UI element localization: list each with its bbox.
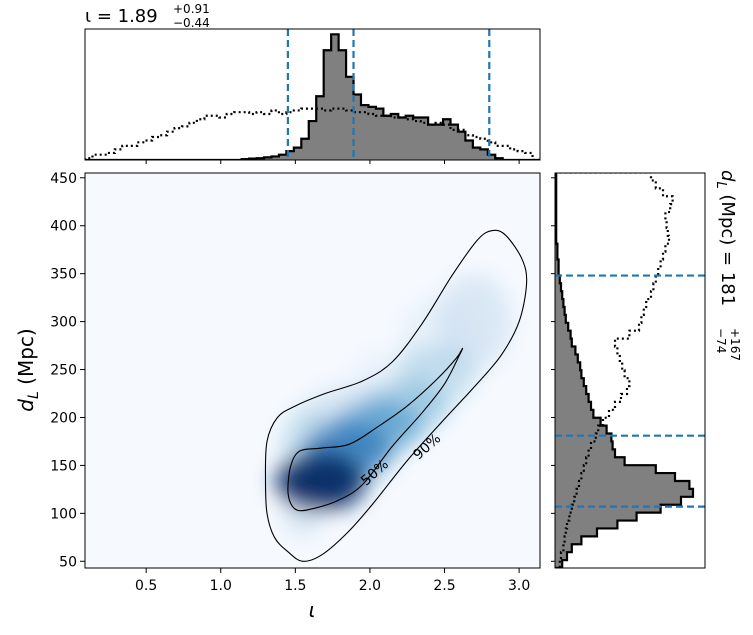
- y-tick-label: 300: [50, 315, 77, 331]
- x-tick-label: 3.0: [508, 578, 530, 594]
- right-ticks: [551, 177, 555, 562]
- contour-90pct: [264, 229, 528, 562]
- y-tick-label: 200: [50, 410, 77, 426]
- x-axis-label: ι: [309, 598, 316, 622]
- y-tick-label: 250: [50, 363, 77, 379]
- x-tick-label: 2.0: [359, 578, 381, 594]
- right-title: dL (Mpc) = 181 +167 −74: [713, 170, 742, 361]
- y-tick-label: 150: [50, 458, 77, 474]
- y-tick-label: 50: [59, 554, 77, 570]
- contour-50pct: [287, 347, 464, 512]
- y-tick-label: 350: [50, 267, 77, 283]
- top-title: ι = 1.89 +0.91 −0.44: [85, 2, 210, 30]
- y-tick-label: 450: [50, 171, 77, 187]
- right-histogram: [555, 173, 705, 568]
- top-prior-step: [85, 107, 540, 160]
- density-blob: [437, 273, 512, 370]
- joint-frame: [84, 172, 541, 569]
- x-tick-label: 1.5: [284, 578, 306, 594]
- top-title-main: ι = 1.89: [85, 6, 158, 27]
- top-title-sub: −0.44: [173, 16, 210, 30]
- right-title-main: dL (Mpc) = 181: [713, 170, 738, 306]
- x-tick-label: 1.0: [210, 578, 232, 594]
- y-ticks: 50 100 150 200 250 300 350 400 450: [50, 171, 85, 570]
- y-axis-label: dL (Mpc): [14, 328, 42, 411]
- top-histogram: [85, 29, 540, 160]
- joint-panel: 50%90% 0.5 1.0 1.5 2.0 2.5 3.0 50100150200250…: [14, 171, 541, 622]
- right-posterior-step: [555, 173, 695, 568]
- right-frame: [554, 172, 706, 569]
- x-tick-label: 0.5: [135, 578, 157, 594]
- right-title-sup: +167: [728, 328, 742, 361]
- contour-lines: [264, 229, 528, 562]
- top-frame: [84, 28, 541, 161]
- right-posterior-fill: [555, 173, 693, 568]
- right-prior-step: [555, 173, 674, 568]
- density-blob: [275, 452, 366, 511]
- density-heatmap: [275, 273, 512, 538]
- y-tick-label: 400: [50, 219, 77, 235]
- top-marginal-panel: ι = 1.89 +0.91 −0.44: [84, 2, 541, 164]
- right-title-sub: −74: [714, 328, 728, 353]
- top-posterior-fill: [85, 34, 540, 160]
- y-tick-label: 100: [50, 506, 77, 522]
- top-ticks: [145, 160, 520, 164]
- right-marginal-panel: dL (Mpc) = 181 +167 −74: [551, 170, 742, 569]
- top-title-sup: +0.91: [173, 2, 210, 16]
- x-tick-label: 2.5: [433, 578, 455, 594]
- x-ticks: 0.5 1.0 1.5 2.0 2.5 3.0: [135, 568, 530, 594]
